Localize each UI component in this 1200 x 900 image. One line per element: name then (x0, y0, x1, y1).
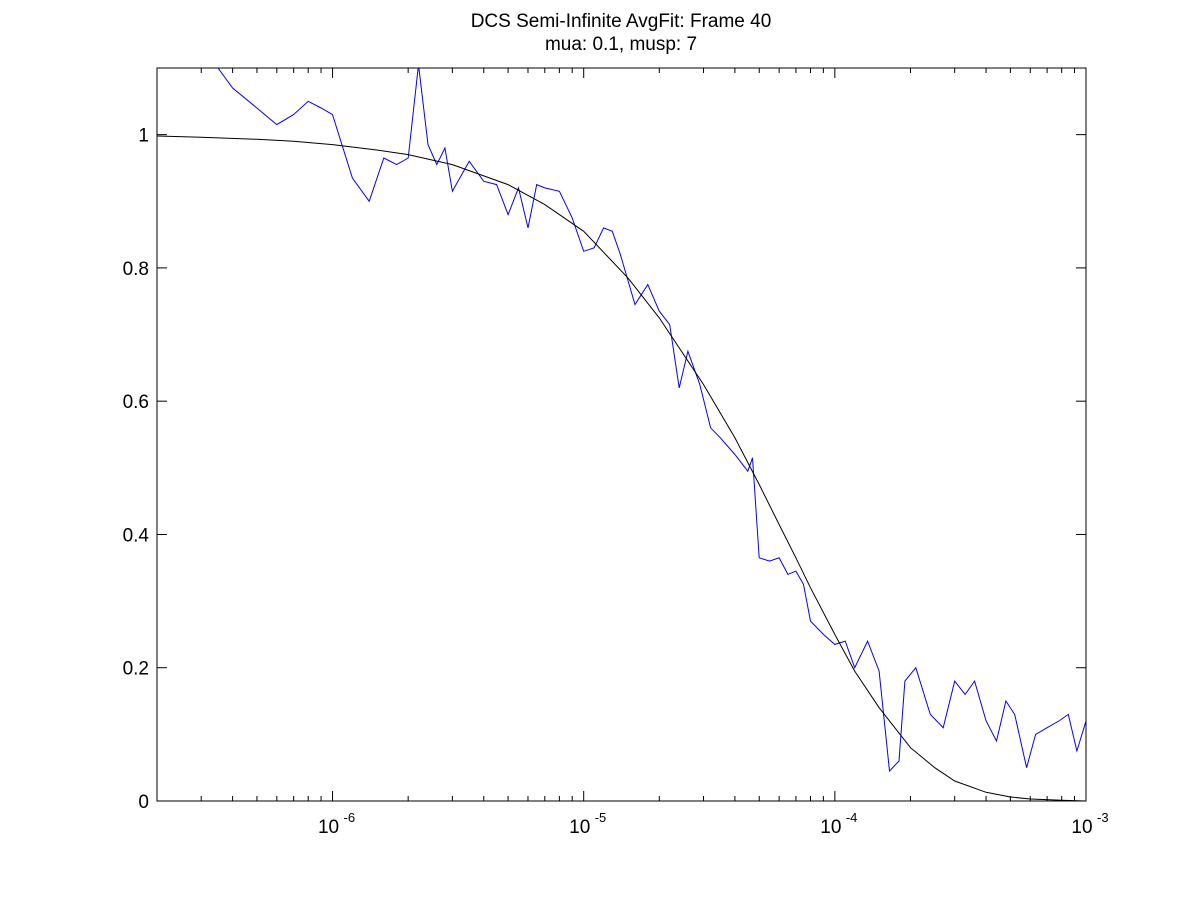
axis-labels: 10 -6 10 -5 10 -4 10 -3 0 0.2 0.4 0.6 0.8 1 (123, 126, 1109, 838)
chart-title: DCS Semi-Infinite AvgFit: Frame 40 (471, 11, 772, 32)
y-tick-label: 0 (138, 792, 149, 813)
x-tick-exponent: -3 (1097, 810, 1109, 825)
y-tick-label: 0.2 (123, 659, 149, 680)
fit-curve-line (157, 135, 1086, 801)
x-tick-label: 10 (318, 817, 339, 838)
y-tick-label: 0.4 (123, 525, 150, 546)
x-tick-label: 10 (569, 817, 590, 838)
axis-ticks (157, 68, 1087, 802)
measured-data-line (217, 68, 1086, 773)
series-layer (157, 68, 1086, 801)
y-tick-label: 0.6 (123, 392, 149, 413)
chart-subtitle: mua: 0.1, musp: 7 (545, 34, 697, 55)
x-tick-label: 10 (820, 817, 841, 838)
x-tick-exponent: -6 (344, 810, 356, 825)
x-tick-exponent: -4 (846, 810, 858, 825)
y-tick-label: 0.8 (123, 259, 149, 280)
plot-area (156, 67, 1087, 802)
x-tick-exponent: -5 (595, 810, 607, 825)
x-tick-label: 10 (1071, 817, 1092, 838)
y-tick-label: 1 (138, 126, 149, 147)
